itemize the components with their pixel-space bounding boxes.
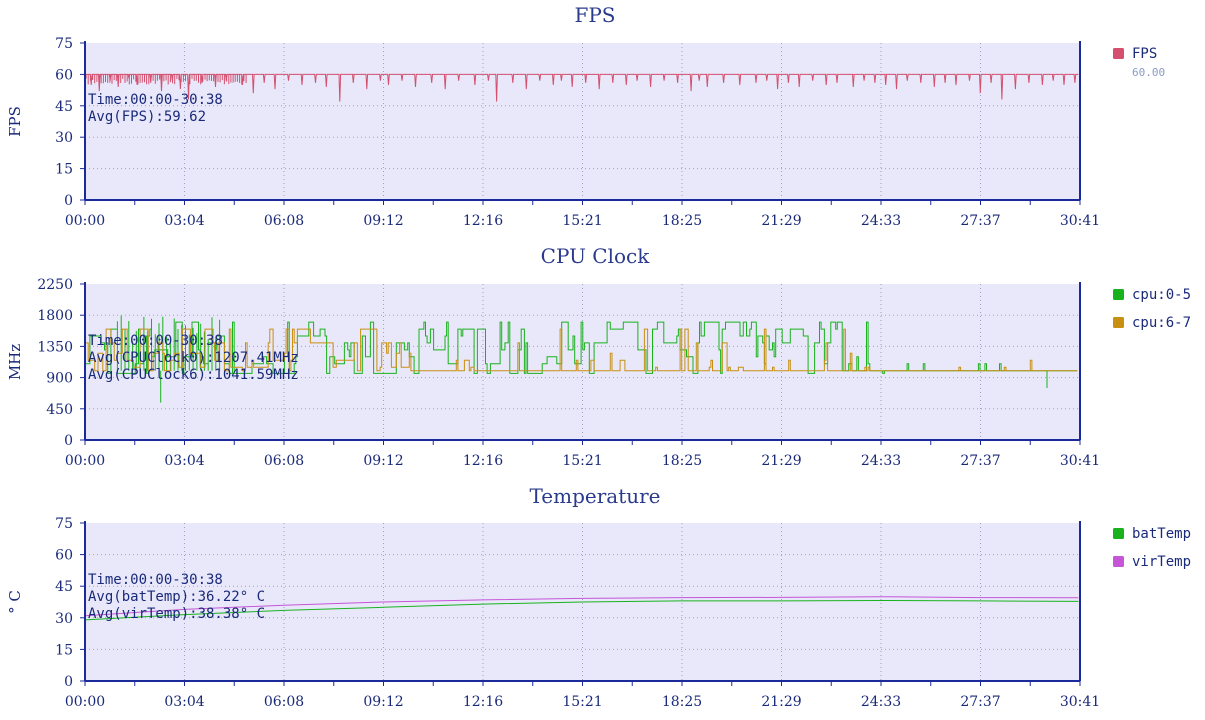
x-tick-label: 21:29: [761, 213, 801, 229]
chart-panel-0: FPS 0 15 30 45 60 75 00:00 03:04 06:08 09:12 12:16 1…: [6, 3, 1165, 229]
legend-item-cpu-6-7: cpu:6-7: [1132, 315, 1191, 331]
x-tick-label: 15:21: [562, 694, 602, 710]
series-group: [85, 73, 1079, 102]
series-group: [84, 315, 1078, 403]
y-tick-label: 30: [55, 611, 73, 627]
legend-swatch: [1113, 556, 1124, 567]
y-axis-label: MHz: [6, 344, 24, 380]
x-tick-label: 12:16: [463, 694, 503, 710]
x-tick-label: 09:12: [363, 453, 403, 469]
x-tick-label: 00:00: [65, 453, 105, 469]
x-tick-label: 12:16: [463, 213, 503, 229]
x-tick-label: 18:25: [662, 453, 702, 469]
plot-area: [85, 284, 1080, 440]
x-tick-label: 03:04: [164, 694, 204, 710]
chart-title: Temperature: [529, 484, 660, 508]
series-line-fps: [85, 73, 1079, 102]
x-tick-label: 27:37: [960, 453, 1000, 469]
x-tick-label: 03:04: [164, 453, 204, 469]
plot-area: [85, 43, 1080, 200]
stat-annotation: Avg(FPS):59.62: [88, 109, 206, 125]
y-tick-label: 15: [55, 162, 73, 178]
stat-annotation: Avg(CPUClock0):1207.41MHz: [88, 350, 299, 366]
legend-item-cpu-0-5: cpu:0-5: [1132, 287, 1191, 303]
y-tick-label: 60: [55, 548, 73, 564]
y-tick-label: 450: [46, 402, 73, 418]
x-tick-label: 18:25: [662, 213, 702, 229]
y-tick-label: 75: [55, 516, 73, 532]
x-tick-label: 09:12: [363, 694, 403, 710]
x-tick-label: 30:41: [1060, 694, 1100, 710]
x-tick-label: 27:37: [960, 694, 1000, 710]
x-tick-label: 30:41: [1060, 453, 1100, 469]
x-tick-label: 00:00: [65, 694, 105, 710]
y-tick-label: 30: [55, 130, 73, 146]
y-tick-label: 0: [64, 433, 73, 449]
series-group: [84, 596, 1079, 621]
y-tick-label: 1800: [37, 308, 73, 324]
chart-panel-2: Temperature 0 15 30 45 60 75 00:00 03:04 06:08 09:…: [6, 484, 1191, 710]
stat-annotation: Time:00:00-30:38: [88, 333, 223, 349]
x-tick-label: 24:33: [861, 694, 901, 710]
legend-swatch: [1113, 289, 1124, 300]
x-tick-label: 18:25: [662, 694, 702, 710]
x-tick-label: 15:21: [562, 213, 602, 229]
x-tick-label: 24:33: [861, 453, 901, 469]
legend-item-battemp: batTemp: [1132, 526, 1191, 542]
series-line-cpu-0-5: [84, 315, 1078, 403]
x-tick-label: 15:21: [562, 453, 602, 469]
x-tick-label: 30:41: [1060, 213, 1100, 229]
x-tick-label: 21:29: [761, 694, 801, 710]
chart-title: FPS: [574, 3, 615, 27]
series-line-cpu-6-7: [84, 328, 1078, 372]
x-tick-label: 06:08: [264, 694, 304, 710]
stat-annotation: Time:00:00-30:38: [88, 92, 223, 108]
stat-annotation: Avg(CPUClock6):1041.59MHz: [88, 367, 299, 383]
legend-value: 60.00: [1132, 66, 1165, 79]
y-tick-label: 1350: [37, 339, 73, 355]
x-tick-label: 03:04: [164, 213, 204, 229]
legend-swatch: [1113, 48, 1124, 59]
stat-annotation: Avg(batTemp):36.22° C: [88, 589, 265, 605]
x-tick-label: 09:12: [363, 213, 403, 229]
x-tick-label: 12:16: [463, 453, 503, 469]
x-tick-label: 24:33: [861, 213, 901, 229]
legend-swatch: [1113, 317, 1124, 328]
y-tick-label: 0: [64, 193, 73, 209]
x-tick-label: 27:37: [960, 213, 1000, 229]
x-tick-label: 21:29: [761, 453, 801, 469]
legend-item-fps: FPS: [1132, 46, 1157, 62]
y-tick-label: 45: [55, 579, 73, 595]
y-axis-label: FPS: [6, 106, 24, 137]
y-tick-label: 15: [55, 642, 73, 658]
y-tick-label: 45: [55, 99, 73, 115]
series-line-virtemp: [84, 596, 1079, 617]
series-line-battemp: [84, 599, 1079, 621]
chart-panel-1: CPU Clock 0 450 900 1350 1800 2250 00:00 03:04 06…: [6, 244, 1191, 469]
x-tick-label: 06:08: [264, 453, 304, 469]
x-tick-label: 06:08: [264, 213, 304, 229]
y-tick-label: 75: [55, 36, 73, 52]
y-tick-label: 0: [64, 674, 73, 690]
stat-annotation: Time:00:00-30:38: [88, 572, 223, 588]
y-axis-label: ° C: [6, 590, 24, 614]
legend-swatch: [1113, 528, 1124, 539]
y-tick-label: 60: [55, 67, 73, 83]
y-tick-label: 2250: [37, 277, 73, 293]
y-tick-label: 900: [46, 371, 73, 387]
x-tick-label: 00:00: [65, 213, 105, 229]
chart-title: CPU Clock: [541, 244, 651, 268]
legend-item-virtemp: virTemp: [1132, 554, 1191, 570]
stat-annotation: Avg(virTemp):38.38° C: [88, 606, 265, 622]
